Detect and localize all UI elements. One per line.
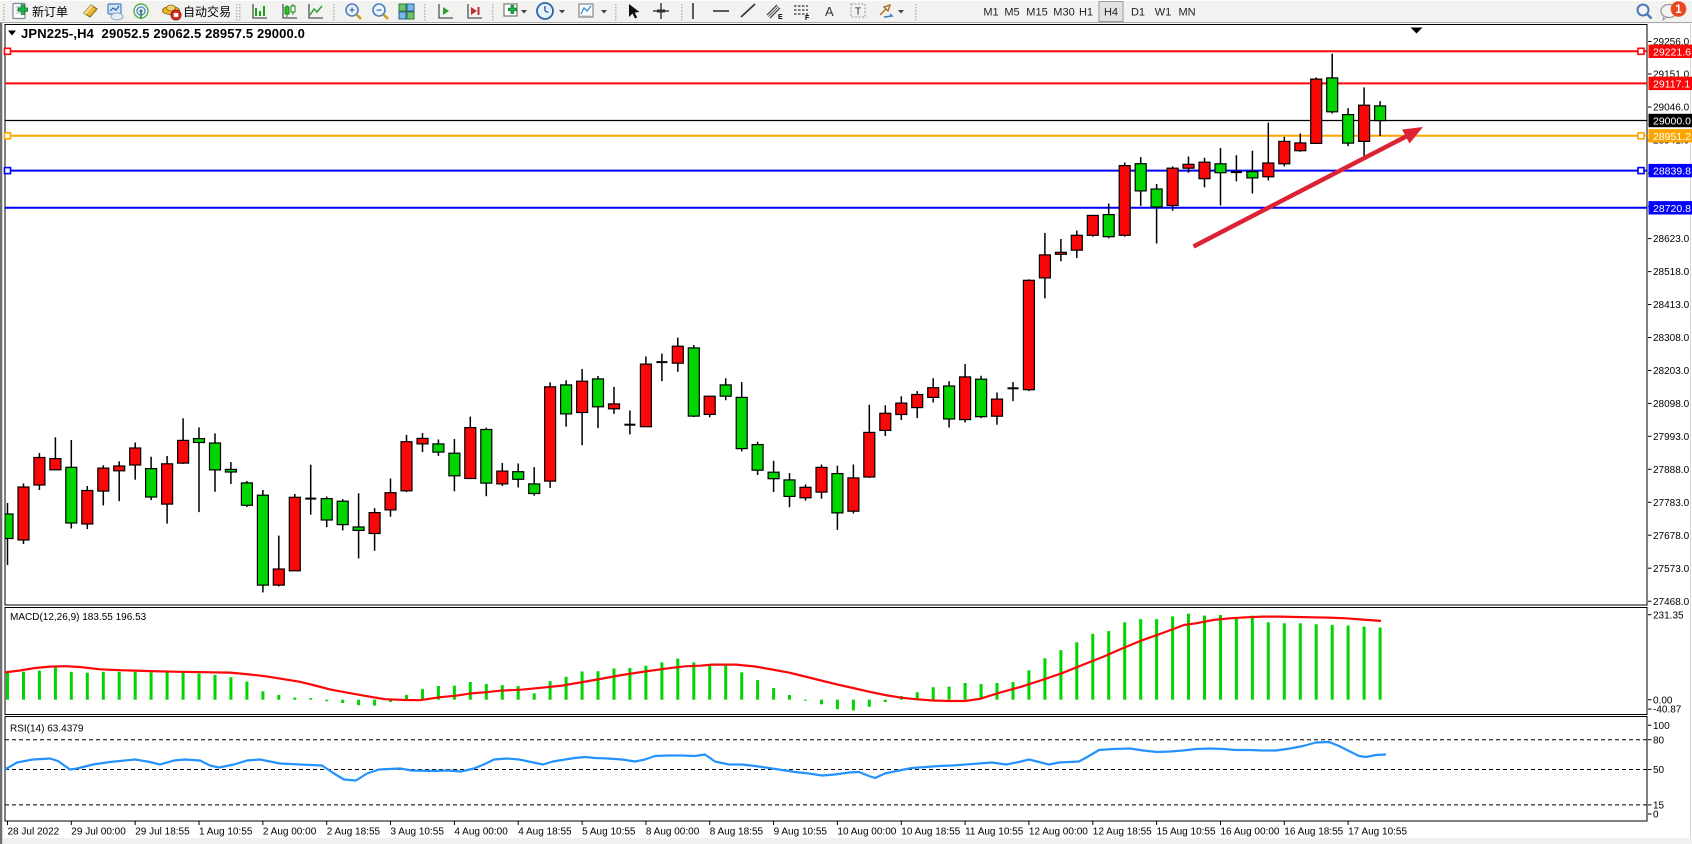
- svg-text:MN: MN: [1178, 7, 1195, 19]
- svg-text:16 Aug 18:55: 16 Aug 18:55: [1284, 827, 1343, 838]
- svg-text:28413.0: 28413.0: [1653, 300, 1690, 311]
- svg-text:0: 0: [1653, 810, 1659, 821]
- svg-text:29151.0: 29151.0: [1653, 70, 1690, 81]
- svg-text:8 Aug 00:00: 8 Aug 00:00: [646, 827, 700, 838]
- svg-text:10 Aug 18:55: 10 Aug 18:55: [901, 827, 960, 838]
- svg-text:H1: H1: [1079, 7, 1093, 19]
- svg-text:28839.8: 28839.8: [1653, 166, 1691, 178]
- svg-text:−: −: [376, 6, 382, 17]
- svg-text:3 Aug 10:55: 3 Aug 10:55: [391, 827, 445, 838]
- svg-text:231.35: 231.35: [1653, 610, 1684, 621]
- svg-text:28518.0: 28518.0: [1653, 267, 1690, 278]
- svg-text:4 Aug 00:00: 4 Aug 00:00: [454, 827, 508, 838]
- svg-text:15 Aug 10:55: 15 Aug 10:55: [1157, 827, 1216, 838]
- svg-text:9 Aug 10:55: 9 Aug 10:55: [774, 827, 828, 838]
- svg-text:17 Aug 10:55: 17 Aug 10:55: [1348, 827, 1407, 838]
- svg-text:5 Aug 10:55: 5 Aug 10:55: [582, 827, 636, 838]
- svg-text:27783.0: 27783.0: [1653, 498, 1690, 509]
- svg-text:29117.1: 29117.1: [1653, 78, 1690, 90]
- svg-text:D1: D1: [1131, 7, 1145, 19]
- svg-text:27678.0: 27678.0: [1653, 531, 1690, 542]
- svg-text:12 Aug 18:55: 12 Aug 18:55: [1093, 827, 1152, 838]
- svg-text:29221.6: 29221.6: [1653, 46, 1691, 58]
- svg-text:27993.0: 27993.0: [1653, 432, 1690, 443]
- svg-text:W1: W1: [1155, 7, 1172, 19]
- svg-text:0.00: 0.00: [1653, 695, 1673, 706]
- svg-text:28 Jul 2022: 28 Jul 2022: [8, 827, 60, 838]
- svg-text:10 Aug 00:00: 10 Aug 00:00: [837, 827, 896, 838]
- svg-text:4 Aug 18:55: 4 Aug 18:55: [518, 827, 572, 838]
- svg-text:1: 1: [1675, 4, 1682, 16]
- svg-text:F: F: [805, 15, 810, 22]
- svg-text:28203.0: 28203.0: [1653, 366, 1690, 377]
- svg-text:M5: M5: [1004, 7, 1019, 19]
- svg-text:100: 100: [1653, 721, 1670, 732]
- svg-text:27573.0: 27573.0: [1653, 564, 1690, 575]
- svg-text:+: +: [349, 6, 355, 17]
- svg-text:27468.0: 27468.0: [1653, 597, 1690, 608]
- svg-text:15: 15: [1653, 801, 1665, 812]
- svg-text:M30: M30: [1053, 7, 1074, 19]
- svg-text:28951.2: 28951.2: [1653, 131, 1691, 143]
- svg-text:自动交易: 自动交易: [183, 4, 231, 19]
- svg-text:28098.0: 28098.0: [1653, 399, 1690, 410]
- svg-text:-40.87: -40.87: [1653, 705, 1682, 716]
- svg-text:8 Aug 18:55: 8 Aug 18:55: [710, 827, 764, 838]
- svg-text:11 Aug 10:55: 11 Aug 10:55: [965, 827, 1024, 838]
- svg-text:E: E: [778, 14, 783, 21]
- svg-text:28720.8: 28720.8: [1653, 203, 1691, 215]
- svg-text:28308.0: 28308.0: [1653, 333, 1690, 344]
- svg-text:MACD(12,26,9) 183.55 196.53: MACD(12,26,9) 183.55 196.53: [10, 612, 147, 623]
- svg-text:M1: M1: [983, 7, 998, 19]
- svg-text:29046.0: 29046.0: [1653, 103, 1690, 114]
- svg-text:29 Jul 00:00: 29 Jul 00:00: [71, 827, 126, 838]
- svg-text:28623.0: 28623.0: [1653, 234, 1690, 245]
- svg-text:12 Aug 00:00: 12 Aug 00:00: [1029, 827, 1088, 838]
- svg-text:80: 80: [1653, 735, 1665, 746]
- svg-text:RSI(14) 63.4379: RSI(14) 63.4379: [10, 724, 84, 735]
- svg-text:M15: M15: [1026, 7, 1047, 19]
- svg-text:27888.0: 27888.0: [1653, 465, 1690, 476]
- svg-text:29 Jul 18:55: 29 Jul 18:55: [135, 827, 190, 838]
- svg-text:H4: H4: [1104, 7, 1118, 19]
- svg-text:JPN225-,H4 29052.5 29062.5 28: JPN225-,H4 29052.5 29062.5 28957.5 29000…: [21, 26, 305, 41]
- svg-text:29256.0: 29256.0: [1653, 37, 1690, 48]
- svg-text:2 Aug 18:55: 2 Aug 18:55: [327, 827, 381, 838]
- svg-text:50: 50: [1653, 765, 1665, 776]
- svg-text:16 Aug 00:00: 16 Aug 00:00: [1221, 827, 1280, 838]
- svg-text:29000.0: 29000.0: [1653, 116, 1691, 128]
- svg-text:1 Aug 10:55: 1 Aug 10:55: [199, 827, 253, 838]
- svg-text:A: A: [825, 4, 834, 19]
- svg-text:T: T: [855, 7, 861, 18]
- svg-text:2 Aug 00:00: 2 Aug 00:00: [263, 827, 317, 838]
- svg-text:新订单: 新订单: [32, 4, 68, 19]
